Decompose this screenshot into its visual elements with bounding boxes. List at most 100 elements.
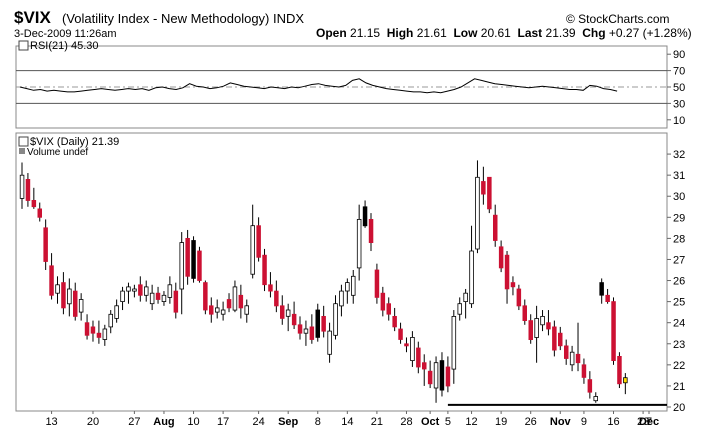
candle-body	[492, 214, 498, 241]
candle-body	[558, 332, 563, 347]
candle	[309, 314, 315, 344]
candle-body	[398, 328, 403, 340]
candle-body	[522, 305, 528, 321]
candle-body	[84, 322, 90, 336]
candle-body	[19, 174, 25, 199]
price-tick-label: 31	[673, 170, 685, 182]
candle-body	[220, 309, 226, 315]
candle	[285, 303, 291, 332]
x-tick-label: 10	[187, 416, 199, 428]
candle	[303, 320, 309, 346]
candle	[593, 392, 599, 403]
candle-body	[339, 290, 344, 307]
x-tick-label: Sep	[278, 416, 298, 428]
candle	[386, 297, 391, 321]
candle	[410, 331, 415, 367]
candle-body	[285, 309, 291, 317]
rsi-line	[19, 78, 618, 94]
candle-body	[90, 326, 96, 334]
candle-body	[25, 178, 31, 201]
high-value: 21.61	[416, 26, 447, 40]
volume-legend-swatch	[19, 148, 25, 154]
last-label: Last	[517, 26, 543, 40]
candle	[208, 297, 214, 323]
price-tick-label: 32	[673, 149, 685, 161]
candle-body	[102, 328, 108, 340]
price-tick-label: 30	[673, 191, 685, 203]
candle-body	[362, 206, 368, 227]
candle	[599, 278, 604, 304]
x-tick-label: 8	[315, 416, 321, 428]
candle-body	[416, 347, 421, 368]
candle	[55, 276, 60, 304]
candle	[250, 204, 255, 279]
candle-body	[321, 315, 326, 332]
candle-body	[333, 303, 338, 336]
x-tick-label: Aug	[153, 416, 174, 428]
candle	[73, 282, 78, 321]
candle-body	[262, 254, 267, 286]
candle-body	[291, 313, 297, 326]
candle	[451, 310, 457, 384]
candle-body	[268, 284, 273, 292]
x-tick-label: 20	[87, 416, 99, 428]
candle	[232, 280, 238, 313]
rsi-tick-label: 90	[673, 49, 685, 61]
candle-body	[481, 181, 486, 195]
candle-body	[528, 320, 534, 341]
price-panel	[15, 132, 668, 412]
candle-body	[510, 282, 516, 288]
candle-body	[327, 330, 332, 355]
candle	[522, 299, 528, 325]
candle-body	[487, 176, 492, 210]
candle-body	[37, 208, 43, 218]
candle-body	[504, 254, 510, 290]
exchange-code: INDX	[273, 11, 305, 26]
candle	[392, 307, 397, 332]
chg-label: Chg	[582, 26, 606, 40]
candle-body	[463, 292, 468, 303]
candle	[475, 160, 480, 254]
candle	[380, 286, 386, 317]
candle-body	[469, 250, 474, 305]
candle-body	[250, 225, 255, 275]
candle-body	[73, 290, 78, 317]
candle-body	[61, 282, 66, 309]
x-tick-label: 13	[45, 416, 57, 428]
candle-body	[155, 292, 161, 300]
last-value: 21.39	[545, 26, 576, 40]
candle	[25, 173, 31, 207]
candle	[611, 297, 616, 365]
candle-body	[274, 290, 279, 307]
candle-body	[114, 305, 119, 319]
candle	[469, 225, 474, 308]
candle-body	[167, 284, 173, 298]
candle	[203, 280, 208, 315]
candle	[132, 284, 137, 298]
candle	[173, 282, 179, 319]
candle	[433, 356, 439, 403]
candle	[421, 354, 427, 386]
candle-body	[244, 305, 249, 315]
candle	[61, 272, 66, 315]
candle-body	[67, 288, 72, 305]
candle-body	[208, 305, 214, 315]
candle	[605, 288, 610, 304]
candle-body	[611, 301, 616, 362]
candle	[516, 284, 522, 311]
candle	[291, 301, 297, 330]
candle	[167, 276, 173, 304]
candle-body	[315, 309, 320, 338]
candle	[510, 276, 516, 296]
candle-body	[617, 355, 622, 385]
candle-body	[552, 326, 557, 351]
candle	[226, 293, 232, 313]
candle	[214, 299, 220, 319]
timestamp: 3-Dec-2009 11:26am	[14, 28, 117, 40]
candle-body	[279, 305, 285, 319]
candle-body	[31, 199, 37, 208]
x-tick-label: 27	[128, 416, 140, 428]
candle	[315, 303, 320, 342]
price-tick-label: 20	[673, 402, 685, 414]
candle	[552, 320, 557, 357]
